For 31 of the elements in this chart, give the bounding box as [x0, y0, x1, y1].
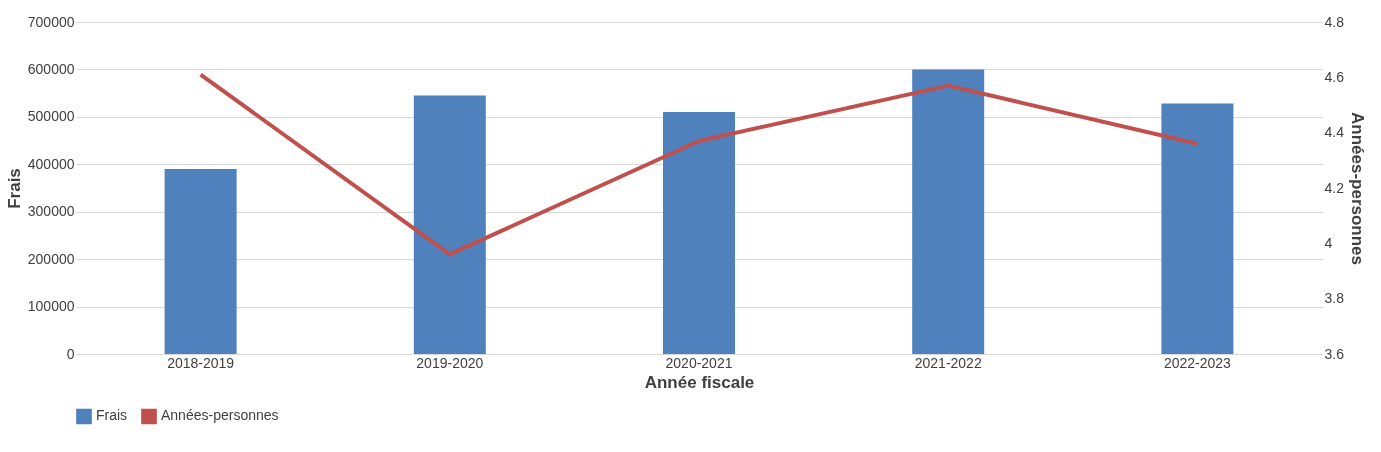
y-tick-label: 700000 [27, 13, 75, 30]
bar [413, 95, 486, 354]
bar [1161, 103, 1234, 354]
y2-tick-label: 4.6 [1324, 68, 1345, 85]
y-tick-label: 300000 [27, 203, 75, 220]
y-tick-label: 500000 [27, 108, 75, 125]
line-series [198, 72, 1200, 257]
bar [663, 112, 735, 354]
y-tick-label: 400000 [27, 155, 75, 172]
y-tick-label: 200000 [27, 250, 75, 267]
y2-tick-label: 3.8 [1324, 290, 1345, 307]
x-tick-label: 2022-2023 [1163, 354, 1232, 371]
y2-axis-title: Années-personnes [1347, 111, 1367, 266]
x-tick-label: 2020-2021 [665, 354, 733, 371]
y2-tick-label: 3.6 [1324, 345, 1345, 362]
y-tick-label: 0 [66, 345, 75, 362]
y-tick-label: 100000 [27, 298, 75, 315]
x-axis-title: Année fiscale [644, 372, 755, 392]
y2-tick-label: 4.2 [1324, 179, 1345, 196]
y-tick-label: 600000 [27, 60, 75, 77]
y-axis-title: Frais [4, 168, 24, 209]
x-tick-label: 2018-2019 [167, 354, 235, 371]
x-tick-label: 2021-2022 [914, 354, 982, 371]
bar [164, 169, 237, 354]
legend-label: Frais [96, 407, 128, 424]
x-tick-label: 2019-2020 [416, 354, 484, 371]
y2-tick-label: 4.4 [1324, 124, 1345, 141]
legend-label: Années-personnes [161, 407, 279, 424]
bar [912, 69, 985, 354]
y2-tick-label: 4 [1324, 234, 1333, 251]
y2-tick-label: 4.8 [1324, 13, 1345, 30]
